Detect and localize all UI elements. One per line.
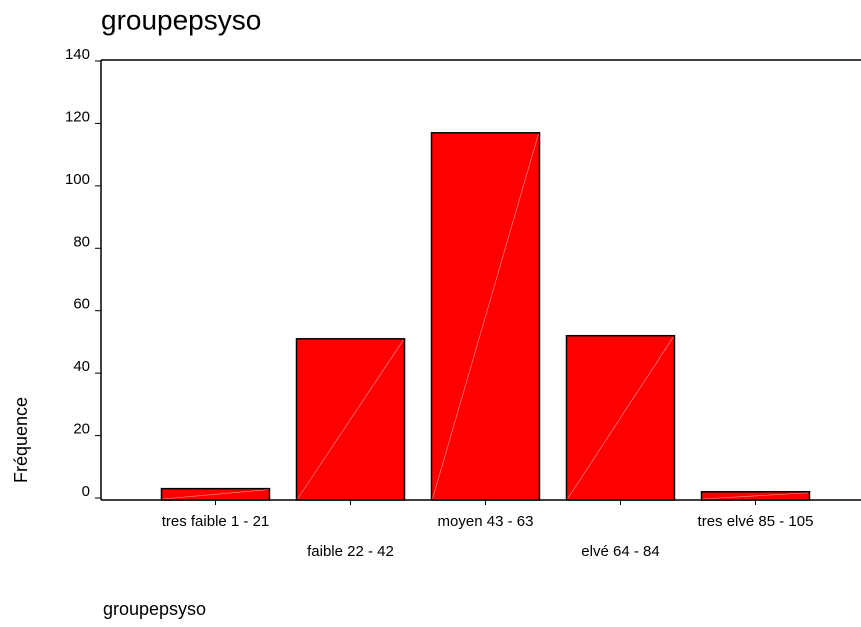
y-axis-title: Fréquence — [11, 397, 31, 483]
x-axis-title: groupepsyso — [103, 599, 206, 619]
bar-sheen — [567, 336, 674, 500]
bar-sheen — [297, 339, 404, 500]
y-tick-label: 60 — [73, 296, 90, 313]
y-tick-label: 0 — [82, 483, 90, 500]
y-tick-label: 80 — [73, 233, 90, 250]
y-tick-label: 20 — [73, 421, 90, 438]
chart-title: groupepsyso — [101, 4, 261, 35]
y-tick-label: 140 — [65, 46, 90, 63]
bar-sheen — [432, 133, 539, 500]
x-tick-label: elvé 64 - 84 — [581, 543, 659, 560]
bar-sheen — [702, 492, 809, 500]
y-tick-label: 120 — [65, 108, 90, 125]
x-tick-label: tres faible 1 - 21 — [162, 513, 270, 530]
x-tick-label: moyen 43 - 63 — [438, 513, 534, 530]
x-tick-label: tres elvé 85 - 105 — [698, 513, 814, 530]
y-tick-label: 100 — [65, 171, 90, 188]
x-tick-label: faible 22 - 42 — [307, 543, 394, 560]
y-tick-label: 40 — [73, 358, 90, 375]
bar-sheen — [162, 489, 269, 500]
